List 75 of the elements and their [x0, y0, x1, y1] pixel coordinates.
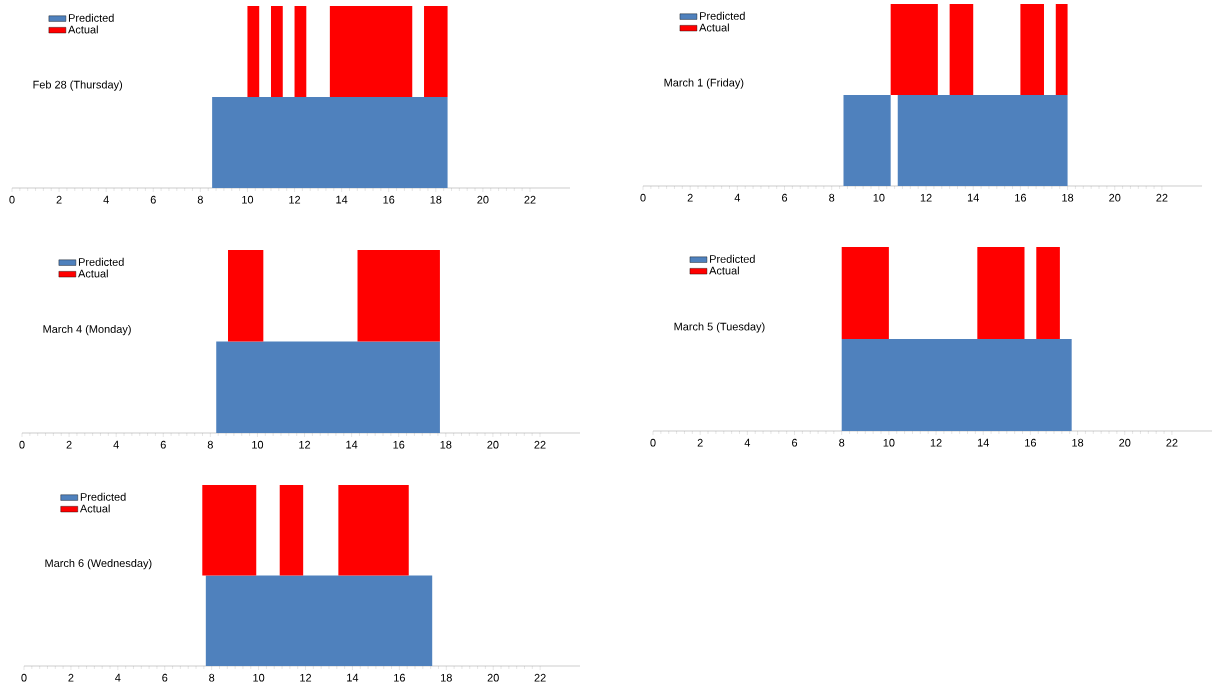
- x-tick-label: 4: [113, 440, 119, 449]
- x-tick-label: 2: [68, 673, 74, 682]
- x-tick-label: 12: [300, 673, 312, 682]
- text: March 5 (Tuesday): [674, 322, 765, 333]
- text: Feb 28 (Thursday): [33, 80, 123, 91]
- x-tick-label: 8: [829, 193, 835, 202]
- x-tick-label: 20: [477, 195, 489, 204]
- legend-label: Actual: [709, 266, 739, 275]
- x-tick-label: 16: [1015, 193, 1026, 202]
- x-tick-label: 0: [21, 673, 27, 682]
- x-tick-label: 18: [430, 195, 442, 204]
- x-tick-label: 14: [967, 193, 979, 202]
- x-tick-label: 22: [534, 673, 546, 682]
- x-tick-label: 4: [103, 195, 109, 204]
- x-tick-label: 20: [1109, 193, 1121, 202]
- x-tick-label: 6: [162, 673, 168, 682]
- x-tick-label: 10: [242, 195, 254, 204]
- x-tick-label: 0: [19, 440, 25, 449]
- x-tick-label: 14: [347, 673, 359, 682]
- legend-label: Actual: [79, 504, 110, 513]
- x-tick-label: 18: [440, 440, 452, 449]
- x-tick-label: 12: [920, 193, 932, 202]
- x-tick-label: 2: [66, 440, 72, 449]
- x-tick-label: 6: [160, 440, 166, 449]
- x-tick-label: 6: [150, 195, 156, 204]
- legend-label: Predicted: [78, 257, 124, 266]
- x-tick-label: 4: [744, 438, 751, 447]
- x-tick-label: 2: [56, 195, 62, 204]
- text: March 4 (Monday): [43, 324, 131, 336]
- x-tick-label: 2: [697, 438, 703, 447]
- legend-label: Predicted: [710, 254, 755, 263]
- x-tick-label: 8: [209, 673, 215, 682]
- text: March 1 (Friday): [664, 78, 744, 89]
- x-tick-label: 8: [839, 438, 845, 447]
- x-tick-label: 10: [883, 438, 895, 447]
- x-tick-label: 20: [487, 673, 499, 682]
- legend-label: Predicted: [80, 492, 126, 501]
- x-tick-label: 12: [289, 195, 301, 204]
- x-tick-label: 6: [782, 193, 788, 202]
- legend-label: Actual: [699, 23, 729, 32]
- x-tick-label: 18: [1062, 193, 1074, 202]
- x-tick-label: 16: [1025, 438, 1036, 447]
- legend-label: Predicted: [68, 13, 114, 22]
- legend-label: Actual: [78, 269, 108, 278]
- x-tick-label: 10: [253, 673, 265, 682]
- x-tick-label: 16: [393, 440, 405, 449]
- text: March 6 (Wednesday): [45, 558, 152, 570]
- x-tick-label: 14: [977, 438, 989, 447]
- x-tick-label: 4: [115, 673, 121, 682]
- legend-label: Actual: [68, 25, 98, 34]
- x-tick-label: 10: [873, 193, 885, 202]
- x-tick-label: 6: [792, 438, 798, 447]
- x-tick-label: 14: [346, 440, 358, 449]
- x-tick-label: 8: [207, 440, 213, 449]
- x-tick-label: 18: [441, 673, 452, 682]
- x-tick-label: 2: [687, 193, 693, 202]
- x-tick-label: 12: [299, 440, 311, 449]
- legend-label: Predicted: [700, 11, 745, 20]
- x-tick-label: 22: [534, 440, 546, 449]
- x-tick-label: 16: [383, 195, 395, 204]
- x-tick-label: 22: [1166, 438, 1178, 447]
- x-tick-label: 20: [487, 440, 499, 449]
- x-tick-label: 8: [197, 195, 203, 204]
- x-tick-label: 18: [1072, 438, 1084, 447]
- x-tick-label: 22: [524, 195, 536, 204]
- x-tick-label: 22: [1156, 193, 1168, 202]
- x-tick-label: 4: [734, 193, 741, 202]
- x-tick-label: 0: [9, 195, 15, 204]
- x-tick-label: 0: [650, 438, 656, 447]
- x-tick-label: 16: [394, 673, 405, 682]
- x-tick-label: 0: [640, 193, 646, 202]
- x-tick-label: 10: [252, 440, 264, 449]
- x-tick-label: 20: [1119, 438, 1131, 447]
- x-tick-label: 14: [336, 195, 348, 204]
- x-tick-label: 12: [930, 438, 942, 447]
